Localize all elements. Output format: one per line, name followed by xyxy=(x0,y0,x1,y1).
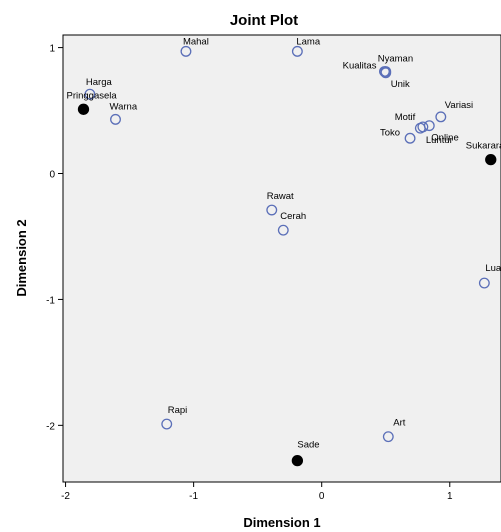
x-tick-label: -2 xyxy=(61,491,70,502)
x-axis-label: Dimension 1 xyxy=(243,515,320,530)
y-tick-label: -2 xyxy=(46,421,55,432)
point-label-lama: Lama xyxy=(296,36,320,47)
point-cerah xyxy=(277,224,289,236)
point-label-harga: Harga xyxy=(86,77,113,88)
y-tick-label: 0 xyxy=(49,170,55,181)
point-label-sade: Sade xyxy=(297,440,319,451)
x-tick-label: 0 xyxy=(319,491,325,502)
point-harga xyxy=(84,88,96,100)
point-label-sukarara: Sukarara xyxy=(466,141,501,152)
point-label-variasi: Variasi xyxy=(445,100,473,111)
y-tick-label: -1 xyxy=(46,295,55,306)
y-axis-label: Dimension 2 xyxy=(14,219,29,296)
point-mahal xyxy=(180,45,192,57)
point-label-toko: Toko xyxy=(380,127,400,138)
point-online xyxy=(423,120,435,132)
point-pringgasela xyxy=(77,103,90,115)
point-rawat xyxy=(266,204,278,216)
point-rapi xyxy=(161,418,173,430)
point-label-unik: Unik xyxy=(391,79,410,90)
axes: -2 -1 0 1 1 0 -1 -2 xyxy=(46,44,453,502)
point-sukarara xyxy=(485,154,497,166)
point-label-nyaman: Nyaman xyxy=(378,54,413,65)
point-label-luntur: Luntur xyxy=(426,135,453,146)
plot-area xyxy=(62,34,501,483)
point-label-art: Art xyxy=(393,418,406,429)
point-variasi xyxy=(435,111,447,123)
point-warna xyxy=(110,113,121,125)
point-sade xyxy=(291,454,304,467)
point-label-mahal: Mahal xyxy=(183,36,209,47)
point-luntur xyxy=(417,121,429,133)
point-label-rapi: Rapi xyxy=(168,405,188,416)
y-tick-label: 1 xyxy=(49,44,55,55)
point-label-online: Online xyxy=(431,133,458,144)
point-label-cerah: Cerah xyxy=(280,211,306,222)
point-label-rawat: Rawat xyxy=(267,191,294,202)
point-toko xyxy=(404,132,416,144)
point-label-pringgasela: Pringgasela xyxy=(66,90,117,101)
point-luas xyxy=(478,277,490,289)
point-art xyxy=(382,431,394,443)
x-tick-label: -1 xyxy=(189,491,198,502)
point-label-motif: Motif xyxy=(395,112,416,123)
chart-title: Joint Plot xyxy=(230,12,298,29)
point-lama xyxy=(291,45,303,57)
point-label-warna: Warna xyxy=(110,101,138,112)
point-label-kualitas: Kualitas xyxy=(343,61,377,72)
point-unik xyxy=(380,67,392,79)
point-label-luas: Luas xyxy=(485,263,501,274)
x-tick-label: 1 xyxy=(447,491,453,502)
